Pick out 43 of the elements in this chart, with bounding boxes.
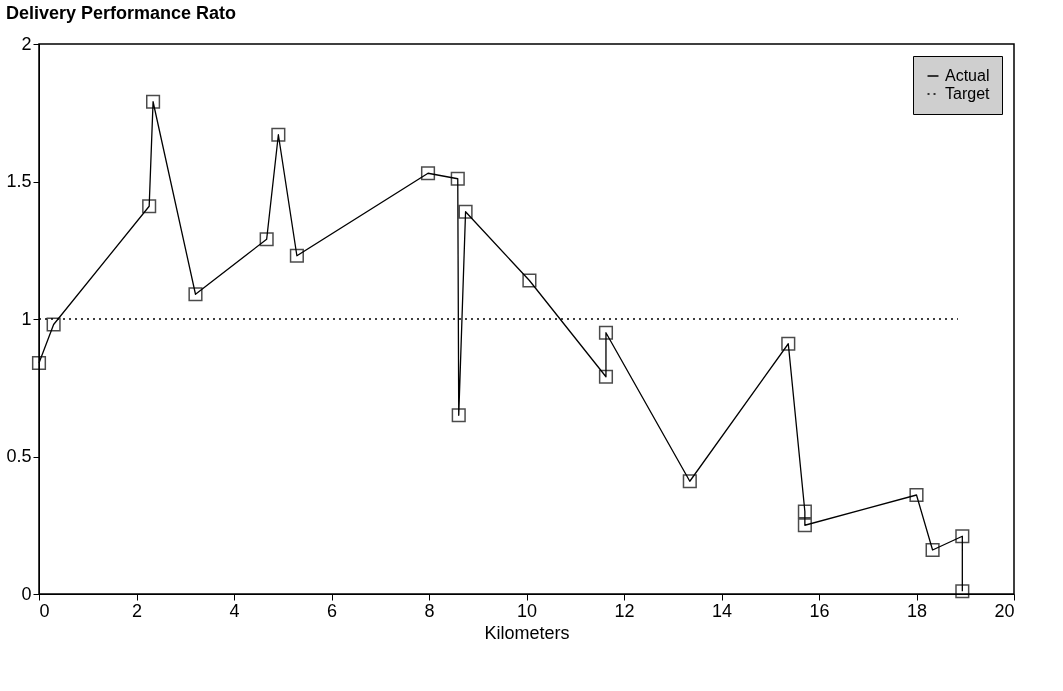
point [797, 504, 812, 519]
point [781, 336, 796, 351]
x-tick-label: 10 [516, 600, 538, 621]
y-tick-label: 1.5 [6, 171, 32, 191]
point [271, 127, 286, 142]
x-tick-label: 0 [39, 600, 50, 621]
point [797, 518, 812, 533]
x-tick-label: 18 [906, 600, 928, 621]
x-tick-label: 6 [326, 600, 338, 621]
y-tick-label: 0 [21, 583, 32, 604]
point [522, 273, 537, 288]
point [598, 325, 614, 340]
legend-label: Target [945, 85, 991, 102]
point [955, 584, 970, 599]
point [450, 171, 465, 186]
x-tick-label: 8 [424, 600, 435, 621]
point [146, 94, 161, 109]
chart-title: Delivery Performance Rato [5, 3, 237, 23]
point [925, 542, 940, 558]
point [909, 487, 924, 503]
x-axis-title: Kilometers [484, 622, 570, 643]
point [420, 166, 436, 181]
x-tick-label: 2 [131, 600, 143, 621]
y-tick-label: 2 [21, 33, 32, 54]
point [46, 317, 61, 332]
point [682, 474, 697, 489]
x-tick-label: 16 [809, 600, 830, 621]
y-tick-label: 0.5 [6, 446, 32, 466]
point [289, 248, 304, 263]
x-tick-label: 20 [994, 600, 1015, 621]
legend-label: Actual [945, 67, 990, 84]
point [458, 204, 473, 219]
point [259, 232, 274, 247]
point [451, 408, 466, 423]
x-tick-label: 12 [614, 600, 635, 621]
x-tick-label: 4 [229, 600, 240, 621]
y-tick-label: 1 [21, 308, 32, 329]
point [188, 287, 203, 302]
point [955, 529, 970, 544]
x-tick-label: 14 [711, 600, 733, 621]
point [142, 199, 157, 214]
point [598, 369, 614, 384]
point [31, 355, 47, 371]
